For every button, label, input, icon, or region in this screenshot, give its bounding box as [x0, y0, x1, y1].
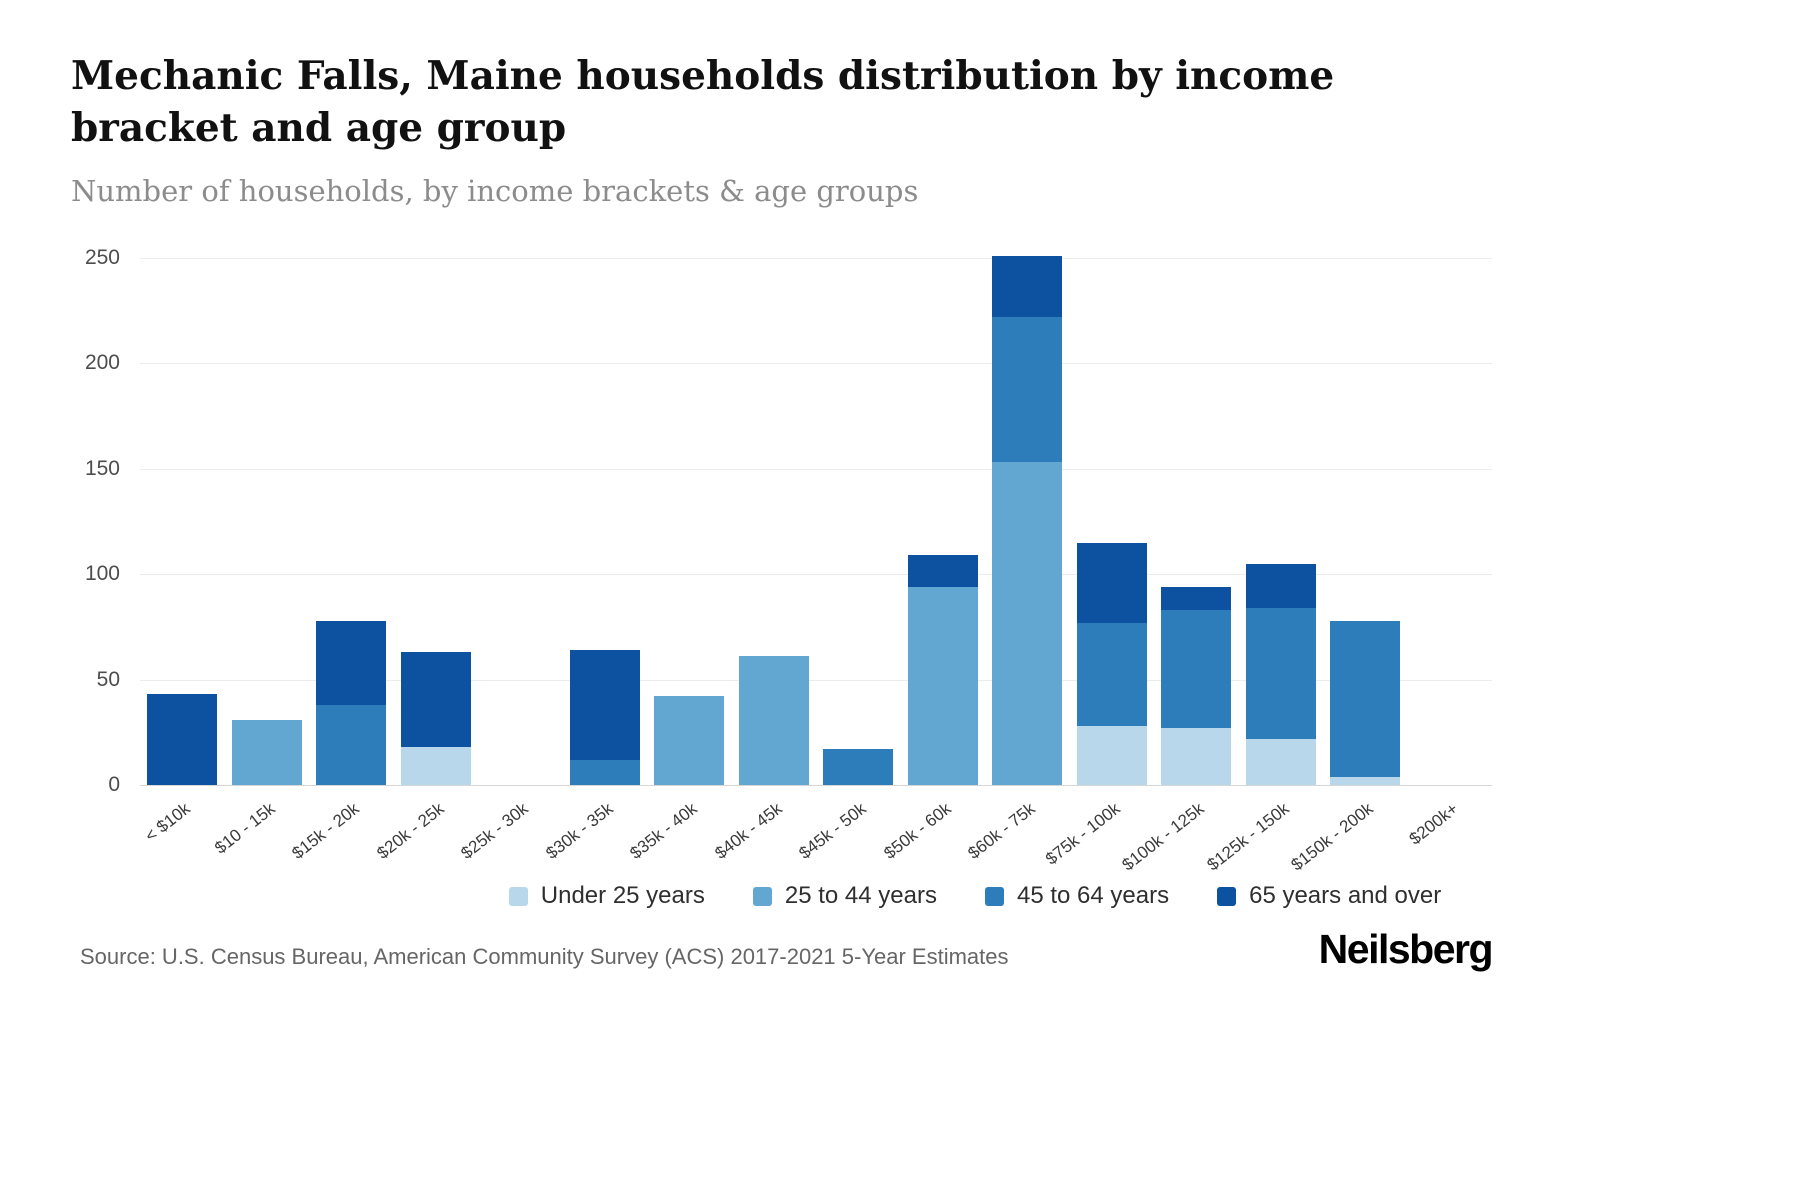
bar-segment — [1076, 622, 1147, 726]
bar-segment — [907, 555, 978, 587]
gridline — [140, 363, 1492, 365]
legend-swatch — [1217, 886, 1237, 906]
source-text: Source: U.S. Census Bureau, American Com… — [80, 944, 1009, 969]
legend-swatch — [752, 886, 772, 906]
bar-segment — [569, 759, 640, 785]
legend-label: Under 25 years — [540, 882, 705, 909]
bar-segment — [400, 747, 471, 785]
y-axis-tick-label: 200 — [84, 351, 120, 375]
brand-logo: Neilsberg — [1318, 926, 1494, 972]
bar-segment — [907, 586, 978, 785]
y-axis-tick-label: 100 — [84, 562, 120, 586]
bar-segment — [992, 317, 1063, 463]
bar-segment — [1161, 610, 1232, 729]
bar-segment — [1245, 563, 1316, 608]
gridline — [140, 574, 1492, 576]
legend-swatch — [984, 886, 1004, 906]
gridline — [140, 679, 1492, 681]
y-axis-tick-label: 150 — [84, 456, 120, 480]
legend-item: 25 to 44 years — [752, 882, 937, 910]
chart-plot-area: 0 50 100 150 200 250 < $10k $10 - 15k $15k - 20k… — [85, 246, 1492, 874]
gridline — [140, 258, 1492, 259]
y-axis-tick-label: 0 — [108, 773, 120, 796]
bar-segment — [400, 652, 471, 748]
bar-segment — [1076, 725, 1147, 785]
bar-segment — [738, 656, 809, 785]
bar-segment — [823, 749, 894, 785]
legend-label: 65 years and over — [1249, 882, 1442, 909]
bar-segment — [1330, 776, 1401, 785]
bar-segment — [147, 694, 218, 785]
legend-item: 45 to 64 years — [984, 882, 1170, 910]
legend-label: 45 to 64 years — [1016, 882, 1170, 909]
bar-segment — [654, 696, 725, 785]
bar-segment — [1161, 586, 1232, 611]
bar-segment — [569, 650, 640, 760]
bar-segment — [1076, 542, 1147, 623]
bar-segment — [1245, 607, 1316, 739]
bar-segment — [1330, 620, 1401, 777]
bar-segment — [1161, 728, 1232, 785]
bar-segment — [316, 704, 387, 785]
bar-segment — [231, 719, 302, 785]
legend-label: 25 to 44 years — [784, 882, 937, 909]
chart-subtitle: Number of households, by income brackets… — [71, 174, 919, 208]
bar-segment — [992, 255, 1063, 318]
legend: Under 25 years 25 to 44 years 45 to 64 yea… — [150, 882, 1800, 910]
y-axis-tick-label: 50 — [96, 667, 120, 691]
bar-segment — [1245, 738, 1316, 785]
y-axis-tick-label: 250 — [84, 246, 120, 269]
gridline — [140, 468, 1492, 470]
chart-title: Mechanic Falls, Maine households distrib… — [71, 53, 1335, 152]
bar-segment — [316, 620, 387, 705]
bar-segment — [992, 462, 1063, 785]
legend-swatch — [508, 886, 528, 906]
legend-item: Under 25 years — [508, 882, 705, 910]
legend-item: 65 years and over — [1217, 882, 1441, 910]
